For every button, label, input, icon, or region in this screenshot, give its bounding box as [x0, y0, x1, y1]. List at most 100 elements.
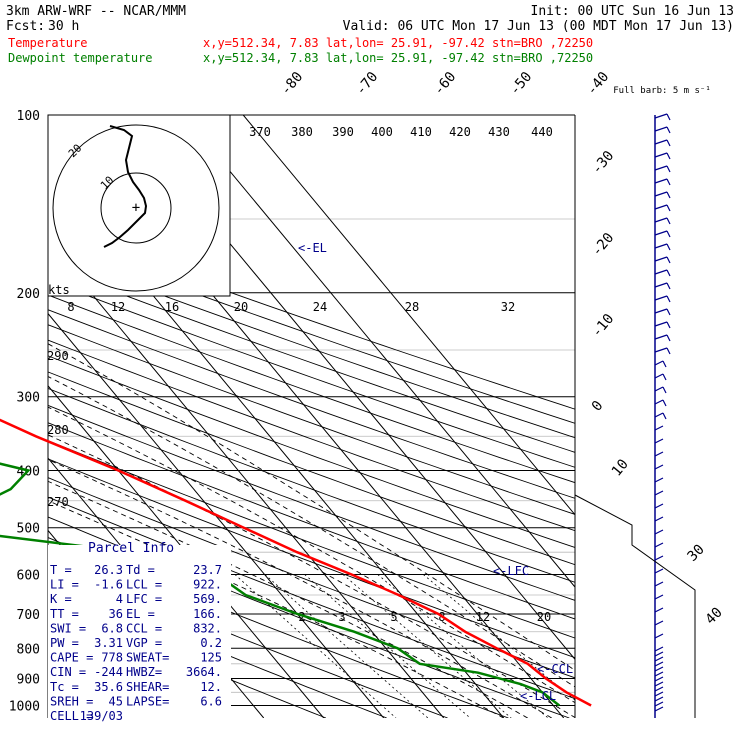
- mixing-ratio-label-20: 20: [537, 610, 551, 624]
- wind-barb: [654, 165, 668, 171]
- parcel-row-9-col-2: LAPSE=: [126, 694, 169, 708]
- dry-adiabat-340: [48, 422, 575, 620]
- mixing-ratio-20: [423, 574, 575, 701]
- wind-barb: [654, 204, 668, 210]
- ccl-marker: <-CCL: [537, 662, 573, 676]
- mixing-ratio-label-3: 3: [338, 610, 345, 624]
- parcel-row-4-col-1: 6.8: [101, 621, 123, 635]
- parcel-row-2-col-1: 4: [116, 592, 123, 606]
- wind-barb: [654, 568, 664, 574]
- mixing-ratio-2: [234, 574, 397, 718]
- parcel-info-box: [48, 545, 231, 718]
- parcel-row-9-col-3: 6.6: [200, 694, 222, 708]
- pressure-label-200: 200: [17, 287, 40, 302]
- dewpoint-location: x,y=512.34, 7.83 lat,lon= 25.91, -97.42 …: [203, 51, 593, 65]
- wind-region-boundary: [574, 494, 696, 718]
- dry-adiabat-460: [48, 238, 575, 424]
- dry-adiabat-430: [48, 280, 575, 468]
- theta-label-400: 400: [371, 125, 393, 139]
- parcel-row-3-col-0: TT =: [50, 607, 79, 621]
- temperature-location: x,y=512.34, 7.83 lat,lon= 25.91, -97.42 …: [203, 36, 593, 50]
- wind-barb-flag: [666, 308, 671, 316]
- parcel-row-10-col-1: 139/03: [80, 709, 123, 723]
- hodograph-ring-inner: [100, 172, 172, 244]
- isotherm-0: [48, 240, 445, 718]
- lfc-marker: <-LFC: [493, 564, 529, 578]
- init-time: Init: 00 UTC Sun 16 Jun 13: [531, 4, 735, 19]
- valid-time: Valid: 06 UTC Mon 17 Jun 13 (00 MDT Mon …: [343, 19, 734, 34]
- wind-barb: [654, 607, 664, 613]
- model-title: 3km ARW-WRF -- NCAR/MMM: [6, 4, 186, 19]
- wind-barb-flag: [666, 269, 671, 277]
- isotherm-label--20: -20: [589, 230, 618, 260]
- wind-barb-flag: [666, 204, 671, 212]
- wind-barb-flag: [666, 217, 671, 225]
- hodograph-frame: [47, 114, 231, 297]
- hodograph-unit: kts: [48, 283, 70, 297]
- isotherm-label-10: 10: [609, 456, 632, 479]
- parcel-row-7-col-0: CIN =: [50, 665, 86, 679]
- dry-adiabat-label-270: 270: [47, 495, 69, 509]
- wind-barb-flag: [666, 321, 671, 329]
- dry-adiabat-400: [48, 324, 575, 515]
- wind-barb: [654, 321, 668, 327]
- hodograph-scale-32: 32: [501, 300, 515, 314]
- theta-label-370: 370: [249, 125, 271, 139]
- isotherm-label--80: -80: [278, 69, 307, 99]
- dry-adiabat-360: [48, 387, 575, 583]
- dry-adiabat-420: [48, 294, 575, 484]
- wind-barb: [654, 686, 664, 692]
- wind-legend: Full barb: 5 m s⁻¹: [613, 86, 711, 96]
- wind-barb-flag: [662, 386, 667, 394]
- hodograph-scale-12: 12: [111, 300, 125, 314]
- wind-barb: [654, 633, 664, 639]
- hodograph-scale-8: 8: [67, 300, 74, 314]
- wind-barb: [654, 651, 664, 657]
- parcel-row-0-col-1: 26.3: [94, 563, 123, 577]
- moist-adiabat-34: [48, 343, 575, 671]
- wind-barb: [654, 620, 664, 626]
- parcel-row-0-col-0: T =: [50, 563, 72, 577]
- mixing-ratio-5: [304, 574, 471, 718]
- wind-barb-flag: [662, 412, 667, 420]
- parcel-row-9-col-0: SREH =: [50, 694, 93, 708]
- hodograph-center: +: [132, 200, 140, 216]
- parcel-row-7-col-1: -244: [94, 665, 123, 679]
- parcel-row-10-col-0: CELL =: [50, 709, 93, 723]
- theta-label-410: 410: [410, 125, 432, 139]
- parcel-row-2-col-2: LFC =: [126, 592, 162, 606]
- wind-barb-flag: [666, 126, 671, 134]
- wind-barb: [654, 152, 668, 158]
- parcel-row-5-col-3: 0.2: [200, 636, 222, 650]
- wind-barb: [654, 178, 668, 184]
- pressure-label-1000: 1000: [9, 699, 40, 714]
- parcel-row-2-col-0: K =: [50, 592, 72, 606]
- parcel-row-0-col-2: Td =: [126, 563, 155, 577]
- wind-barb-flag: [666, 256, 671, 264]
- parcel-row-7-col-3: 3664.: [186, 665, 222, 679]
- wind-barb: [654, 490, 664, 496]
- hodograph-ring-outer: [52, 124, 220, 292]
- parcel-row-1-col-0: LI =: [50, 578, 79, 592]
- parcel-row-3-col-1: 36: [109, 607, 123, 621]
- moist-adiabat-10: [48, 500, 504, 718]
- temperature-line: [0, 418, 592, 707]
- theta-label-420: 420: [449, 125, 471, 139]
- mixing-ratio-label-2: 2: [298, 610, 305, 624]
- parcel-info-title: Parcel Info: [88, 541, 174, 556]
- isotherm-label--50: -50: [507, 69, 536, 99]
- dry-adiabat-450: [48, 252, 575, 439]
- wind-barb: [654, 656, 664, 662]
- wind-barb: [654, 701, 664, 707]
- pressure-label-600: 600: [17, 568, 40, 583]
- pressure-label-800: 800: [17, 642, 40, 657]
- wind-barb: [654, 671, 664, 677]
- isotherm-label--40: -40: [584, 69, 613, 99]
- isotherm-label--10: -10: [589, 311, 618, 341]
- parcel-row-6-col-2: SWEAT=: [126, 651, 169, 665]
- parcel-row-1-col-1: -1.6: [94, 578, 123, 592]
- wind-barb-flag: [666, 191, 671, 199]
- moist-adiabat-26: [48, 406, 575, 704]
- parcel-row-5-col-0: PW =: [50, 636, 79, 650]
- parcel-row-4-col-2: CCL =: [126, 621, 162, 635]
